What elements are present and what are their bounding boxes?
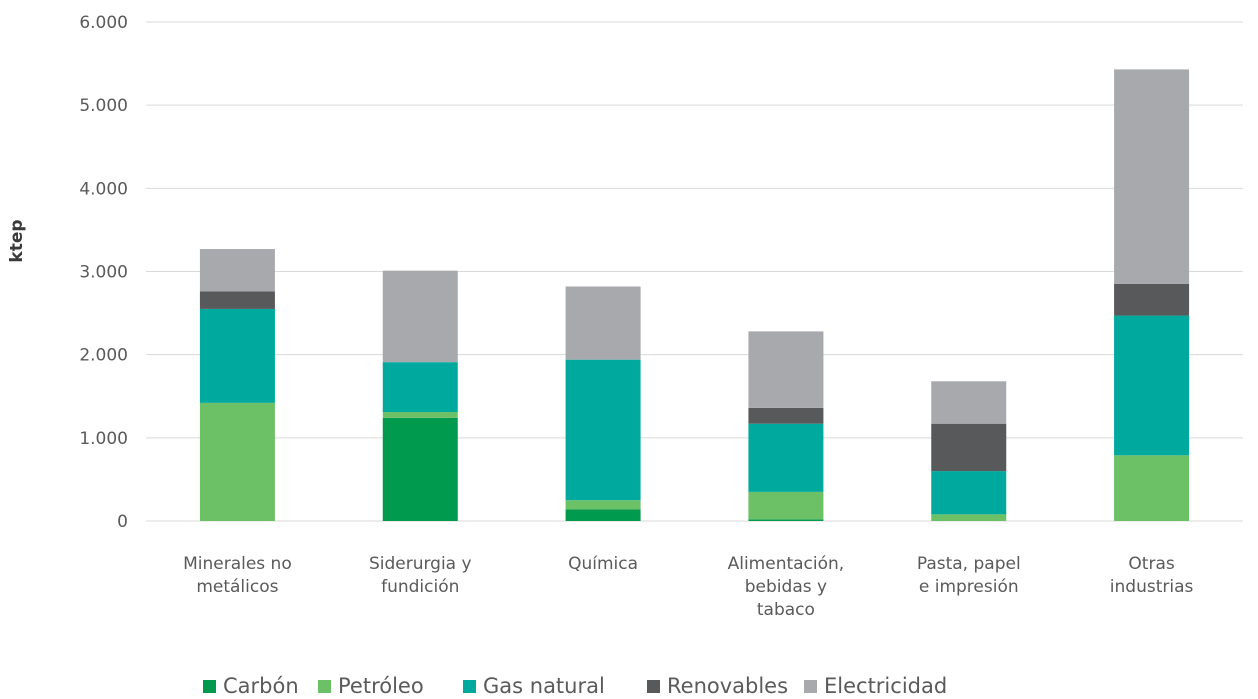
- bar-segment: [1114, 283, 1190, 316]
- x-axis-category-labels: Minerales no metálicos Siderurgia y fundici…: [183, 554, 1193, 620]
- legend-swatch: [804, 680, 817, 693]
- legend-swatch: [203, 680, 216, 693]
- bars: [199, 69, 1190, 521]
- category-label: Pasta, papel e impresión: [917, 554, 1021, 597]
- category-label-line: Alimentación,: [728, 554, 845, 574]
- y-tick-label: 1.000: [79, 429, 128, 449]
- bar-segment: [748, 519, 824, 521]
- bar-segment: [1114, 315, 1190, 456]
- legend-swatch: [318, 680, 331, 693]
- bar-segment: [748, 491, 824, 520]
- bar-segment: [1114, 455, 1190, 521]
- y-tick-label: 6.000: [79, 13, 128, 33]
- y-axis-label: ktep: [7, 219, 27, 262]
- bar-segment: [199, 402, 275, 521]
- category-label: Siderurgia y fundición: [369, 554, 472, 597]
- category-label-line: fundición: [381, 577, 459, 597]
- bar-segment: [382, 362, 458, 413]
- bar-segment: [931, 381, 1007, 424]
- legend-label: Carbón: [223, 674, 299, 698]
- bar-segment: [931, 423, 1007, 472]
- category-label-line: Química: [568, 554, 638, 574]
- category-label-line: e impresión: [919, 577, 1019, 597]
- category-label-line: Siderurgia y: [369, 554, 472, 574]
- category-label-line: metálicos: [196, 577, 278, 597]
- legend-label: Electricidad: [824, 674, 947, 698]
- y-tick-label: 0: [117, 512, 128, 532]
- category-label: Alimentación, bebidas y tabaco: [728, 554, 845, 620]
- bar-segment: [382, 417, 458, 521]
- y-axis-tick-labels: 0 1.000 2.000 3.000 4.000 5.000 6.000: [79, 13, 128, 532]
- bar-segment: [748, 407, 824, 424]
- category-label: Minerales no metálicos: [183, 554, 292, 597]
- category-label-line: industrias: [1110, 577, 1194, 597]
- bar-segment: [382, 270, 458, 363]
- category-label-line: Pasta, papel: [917, 554, 1021, 574]
- bar-segment: [382, 412, 458, 418]
- bar-segment: [565, 509, 641, 521]
- bar-segment: [748, 331, 824, 408]
- legend-label: Gas natural: [483, 674, 605, 698]
- y-tick-label: 4.000: [79, 179, 128, 199]
- bar-segment: [199, 249, 275, 292]
- category-label-line: bebidas y: [745, 577, 827, 597]
- category-label-line: tabaco: [757, 600, 815, 620]
- legend-label: Renovables: [667, 674, 788, 698]
- y-tick-label: 5.000: [79, 96, 128, 116]
- category-label-line: Otras: [1128, 554, 1174, 574]
- bar-segment: [1114, 69, 1190, 284]
- legend-label: Petróleo: [338, 674, 424, 698]
- legend-item: Electricidad: [804, 674, 947, 698]
- bar-segment: [199, 308, 275, 403]
- legend-swatch: [647, 680, 660, 693]
- category-label: Química: [568, 554, 638, 574]
- bar-segment: [565, 500, 641, 510]
- bar-segment: [199, 291, 275, 309]
- y-tick-label: 2.000: [79, 346, 128, 366]
- category-label: Otras industrias: [1110, 554, 1194, 597]
- bar-segment: [931, 471, 1007, 515]
- bar-segment: [565, 286, 641, 360]
- legend-item: Gas natural: [463, 674, 605, 698]
- legend-item: Renovables: [647, 674, 788, 698]
- bar-segment: [931, 514, 1007, 521]
- legend-item: Petróleo: [318, 674, 424, 698]
- y-tick-label: 3.000: [79, 263, 128, 283]
- gridlines: [146, 21, 1243, 522]
- legend: Carbón Petróleo Gas natural Renovables Elect…: [203, 674, 947, 698]
- bar-segment: [565, 359, 641, 501]
- legend-item: Carbón: [203, 674, 299, 698]
- legend-swatch: [463, 680, 476, 693]
- category-label-line: Minerales no: [183, 554, 292, 574]
- bar-segment: [748, 423, 824, 492]
